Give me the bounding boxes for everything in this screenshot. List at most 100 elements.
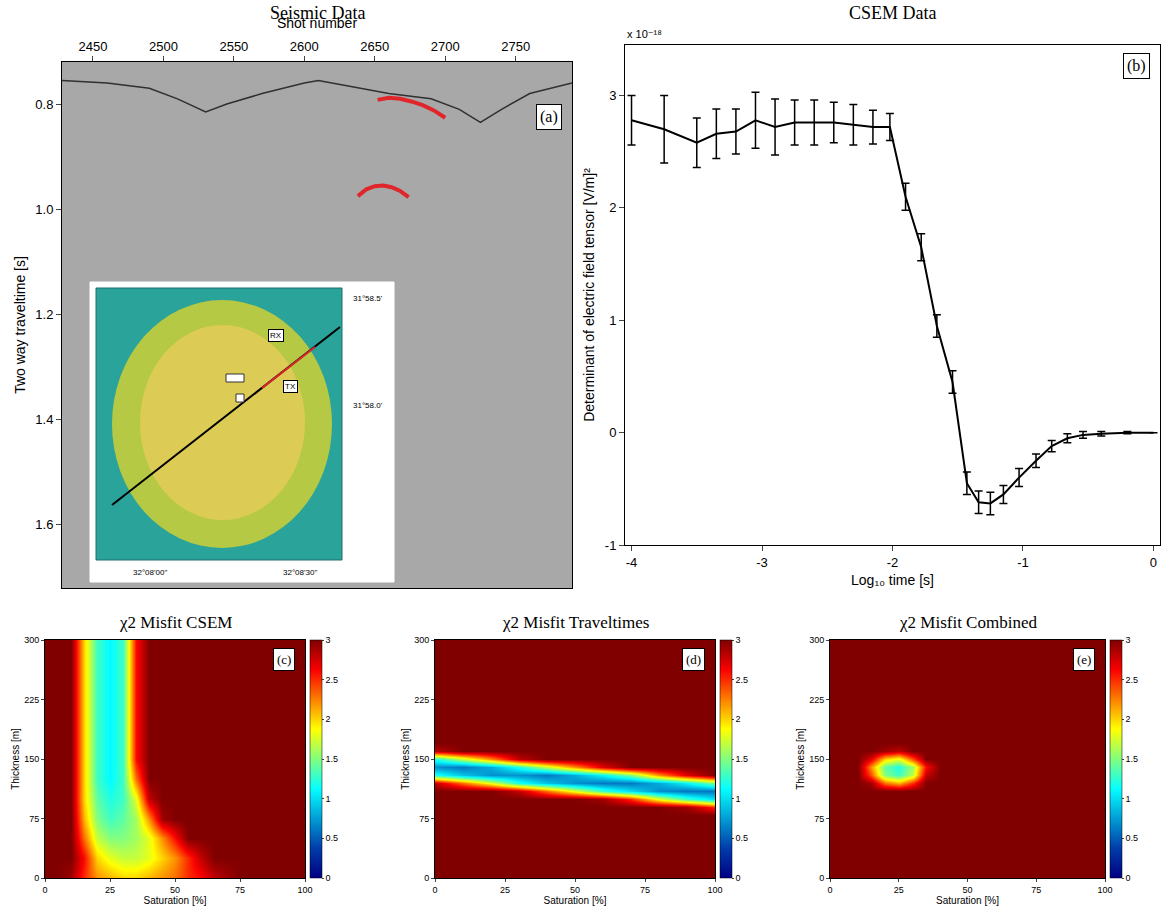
svg-text:0: 0 <box>827 885 832 895</box>
svg-text:0: 0 <box>1126 873 1131 883</box>
svg-text:1.5: 1.5 <box>736 754 749 764</box>
svg-text:0: 0 <box>326 873 331 883</box>
svg-text:0: 0 <box>34 873 39 883</box>
svg-text:0: 0 <box>1150 555 1157 570</box>
svg-text:Determinant of electric field: Determinant of electric field tensor [V/… <box>581 168 597 422</box>
svg-text:Seismic Data: Seismic Data <box>270 3 365 23</box>
svg-text:Thickness [m]: Thickness [m] <box>795 728 806 790</box>
svg-text:2650: 2650 <box>360 39 389 54</box>
svg-text:75: 75 <box>814 814 824 824</box>
svg-text:(d): (d) <box>686 652 701 667</box>
svg-text:1.2: 1.2 <box>35 307 53 322</box>
svg-text:100: 100 <box>297 885 312 895</box>
svg-text:100: 100 <box>707 885 722 895</box>
svg-text:0: 0 <box>736 873 741 883</box>
svg-text:(c): (c) <box>277 652 291 667</box>
svg-text:3: 3 <box>326 635 331 645</box>
svg-text:25: 25 <box>500 885 510 895</box>
svg-text:0: 0 <box>424 873 429 883</box>
svg-text:300: 300 <box>24 635 39 645</box>
svg-text:3: 3 <box>1126 635 1131 645</box>
svg-text:1.5: 1.5 <box>326 754 339 764</box>
svg-text:2550: 2550 <box>219 39 248 54</box>
svg-text:0: 0 <box>432 885 437 895</box>
svg-text:100: 100 <box>1097 885 1112 895</box>
svg-text:1: 1 <box>1126 794 1131 804</box>
svg-text:-4: -4 <box>626 555 638 570</box>
svg-text:1.0: 1.0 <box>35 202 53 217</box>
svg-text:2750: 2750 <box>501 39 530 54</box>
svg-text:1: 1 <box>326 794 331 804</box>
svg-text:225: 225 <box>414 695 429 705</box>
svg-text:2: 2 <box>609 200 616 215</box>
svg-text:50: 50 <box>962 885 972 895</box>
svg-text:2500: 2500 <box>149 39 178 54</box>
svg-text:2.5: 2.5 <box>326 675 339 685</box>
svg-text:χ2 Misfit Traveltimes: χ2 Misfit Traveltimes <box>502 613 649 632</box>
svg-text:χ2 Misfit Combined: χ2 Misfit Combined <box>899 613 1037 632</box>
svg-text:31°58.0': 31°58.0' <box>353 401 383 410</box>
svg-text:1.4: 1.4 <box>35 412 53 427</box>
svg-text:-1: -1 <box>1017 555 1029 570</box>
svg-text:Thickness [m]: Thickness [m] <box>10 728 21 790</box>
svg-text:χ2 Misfit CSEM: χ2 Misfit CSEM <box>119 613 232 632</box>
svg-text:x 10⁻¹⁸: x 10⁻¹⁸ <box>627 28 662 40</box>
svg-text:2.5: 2.5 <box>1126 675 1139 685</box>
svg-text:75: 75 <box>640 885 650 895</box>
svg-text:Thickness [m]: Thickness [m] <box>400 728 411 790</box>
svg-text:(e): (e) <box>1077 652 1091 667</box>
svg-text:Saturation [%]: Saturation [%] <box>544 895 607 906</box>
svg-text:Shot number: Shot number <box>277 15 357 31</box>
svg-text:50: 50 <box>170 885 180 895</box>
svg-text:2450: 2450 <box>79 39 108 54</box>
svg-text:2: 2 <box>736 714 741 724</box>
svg-text:0: 0 <box>609 425 616 440</box>
svg-text:Log₁₀ time [s]: Log₁₀ time [s] <box>851 572 934 588</box>
svg-text:CSEM Data: CSEM Data <box>849 3 937 23</box>
svg-text:Two way traveltime [s]: Two way traveltime [s] <box>12 256 28 394</box>
svg-text:50: 50 <box>570 885 580 895</box>
svg-text:75: 75 <box>1031 885 1041 895</box>
svg-text:0: 0 <box>819 873 824 883</box>
svg-text:75: 75 <box>29 814 39 824</box>
svg-text:Saturation [%]: Saturation [%] <box>936 895 999 906</box>
svg-text:3: 3 <box>736 635 741 645</box>
svg-text:1.6: 1.6 <box>35 517 53 532</box>
svg-text:75: 75 <box>235 885 245 895</box>
svg-text:31°58.5': 31°58.5' <box>353 294 383 303</box>
svg-text:75: 75 <box>419 814 429 824</box>
svg-text:1.5: 1.5 <box>1126 754 1139 764</box>
svg-text:2700: 2700 <box>431 39 460 54</box>
svg-text:0.5: 0.5 <box>326 833 339 843</box>
svg-text:0.5: 0.5 <box>1126 833 1139 843</box>
svg-text:Saturation [%]: Saturation [%] <box>144 895 207 906</box>
svg-text:-2: -2 <box>887 555 899 570</box>
svg-text:(a): (a) <box>540 108 558 126</box>
svg-text:-3: -3 <box>756 555 768 570</box>
svg-text:2: 2 <box>326 714 331 724</box>
svg-text:RX: RX <box>270 331 282 340</box>
svg-text:0: 0 <box>42 885 47 895</box>
svg-text:-1: -1 <box>605 538 617 553</box>
svg-text:32°08'00": 32°08'00" <box>133 568 167 577</box>
svg-text:25: 25 <box>894 885 904 895</box>
svg-text:1: 1 <box>609 313 616 328</box>
svg-text:300: 300 <box>414 635 429 645</box>
svg-text:150: 150 <box>24 754 39 764</box>
svg-text:2.5: 2.5 <box>736 675 749 685</box>
svg-text:32°08'30": 32°08'30" <box>283 568 317 577</box>
svg-text:225: 225 <box>24 695 39 705</box>
svg-text:2600: 2600 <box>290 39 319 54</box>
svg-text:TX: TX <box>285 382 296 391</box>
svg-text:25: 25 <box>105 885 115 895</box>
svg-text:225: 225 <box>809 695 824 705</box>
svg-text:3: 3 <box>609 88 616 103</box>
svg-text:0.8: 0.8 <box>35 97 53 112</box>
svg-text:1: 1 <box>736 794 741 804</box>
svg-text:300: 300 <box>809 635 824 645</box>
svg-text:150: 150 <box>809 754 824 764</box>
svg-text:(b): (b) <box>1127 57 1146 75</box>
svg-text:2: 2 <box>1126 714 1131 724</box>
svg-text:150: 150 <box>414 754 429 764</box>
svg-text:0.5: 0.5 <box>736 833 749 843</box>
